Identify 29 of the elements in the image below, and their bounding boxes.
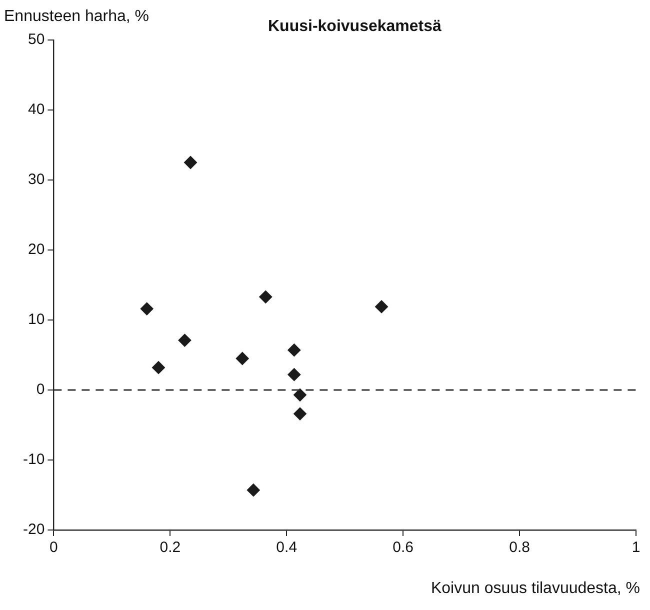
y-tick-label: 50 xyxy=(28,31,45,48)
chart-title: Kuusi-koivusekametsä xyxy=(268,18,442,36)
point xyxy=(259,290,272,304)
x-tick-label: 0.2 xyxy=(160,539,181,556)
y-tick-label: 30 xyxy=(28,171,45,188)
x-tick-label: 0.8 xyxy=(509,539,530,556)
point xyxy=(288,344,301,357)
y-tick-label: 40 xyxy=(28,101,45,118)
point xyxy=(246,484,260,497)
y-tick-label: 20 xyxy=(28,241,45,258)
x-tick-label: 0.4 xyxy=(276,539,298,556)
x-tick-label: 1 xyxy=(632,539,640,556)
point xyxy=(184,156,198,169)
point xyxy=(288,368,301,382)
point xyxy=(140,302,154,316)
point xyxy=(294,407,306,420)
point xyxy=(178,334,192,347)
point xyxy=(294,388,306,402)
point xyxy=(152,361,165,374)
y-tick-label: -10 xyxy=(22,451,45,468)
y-axis-title: Ennusteen harha, % xyxy=(4,8,149,26)
point xyxy=(236,352,249,365)
y-tick-label: 0 xyxy=(36,381,45,398)
point xyxy=(375,300,388,314)
y-tick-label: -20 xyxy=(22,521,45,538)
x-tick-label: 0.6 xyxy=(392,539,414,556)
x-tick-label: 0 xyxy=(50,539,58,556)
x-axis-title: Koivun osuus tilavuudesta, % xyxy=(430,580,640,598)
y-tick-label: 10 xyxy=(28,311,45,328)
